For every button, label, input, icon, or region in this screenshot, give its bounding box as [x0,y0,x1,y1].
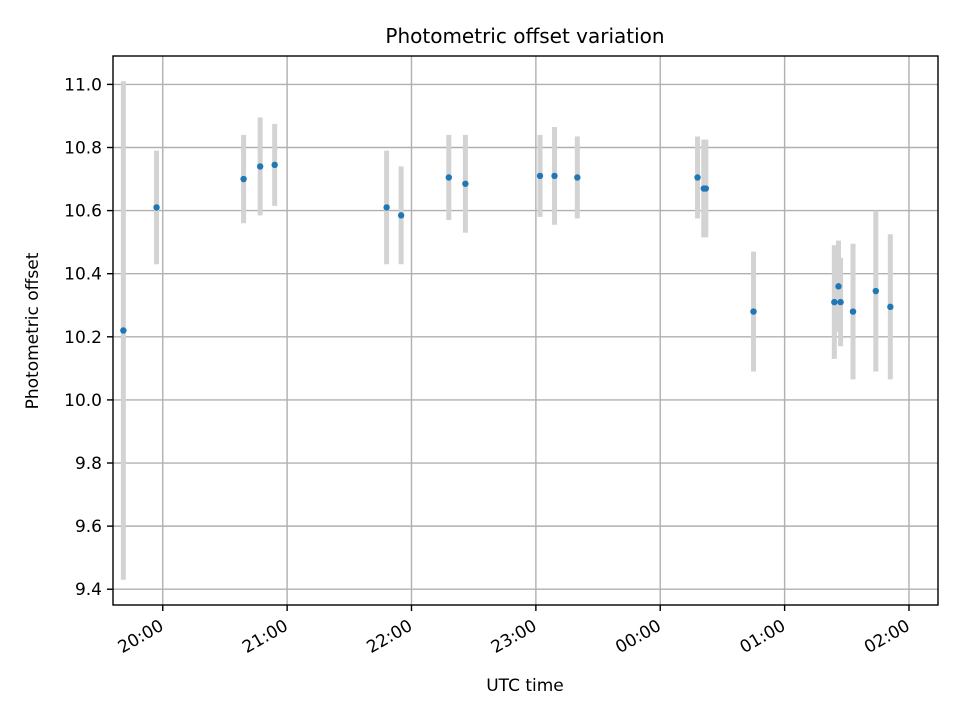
data-point [887,303,894,311]
data-point [831,298,838,306]
grid [113,56,938,605]
y-tick-label: 10.8 [64,139,102,159]
y-tick-label: 9.6 [75,517,102,537]
data-point [153,204,160,211]
data-point [694,174,701,181]
data-point [462,180,469,187]
data-point [536,172,544,180]
data-point [120,327,127,334]
data-point [271,161,278,169]
y-tick-label: 11.0 [64,75,102,95]
plot-frame [112,55,939,606]
data-point [835,283,842,290]
data-point [872,287,880,295]
chart-title: Photometric offset variation [385,24,664,48]
data-point [397,212,405,219]
y-tick-label: 9.4 [75,580,102,600]
data-point [445,174,453,181]
data-point [837,298,844,306]
data-point [750,308,757,315]
data-point [849,308,857,315]
y-tick-label: 10.2 [64,328,102,348]
data-point [551,172,558,180]
data-points [120,161,894,334]
x-axis-label: UTC time [486,676,564,696]
y-tick-label: 10.4 [64,265,102,285]
y-axis-label: Photometric offset [23,252,43,409]
y-tick-label: 10.0 [64,391,102,411]
data-point [383,204,390,211]
y-axis-ticks: 9.4 9.6 9.8 10.0 10.2 10.4 10.6 10.8 11.0 [64,75,113,600]
data-point [574,174,581,181]
y-tick-label: 10.6 [64,202,102,222]
data-point [240,175,247,183]
y-tick-label: 9.8 [75,454,102,474]
data-point [256,163,264,170]
data-point [702,185,710,192]
